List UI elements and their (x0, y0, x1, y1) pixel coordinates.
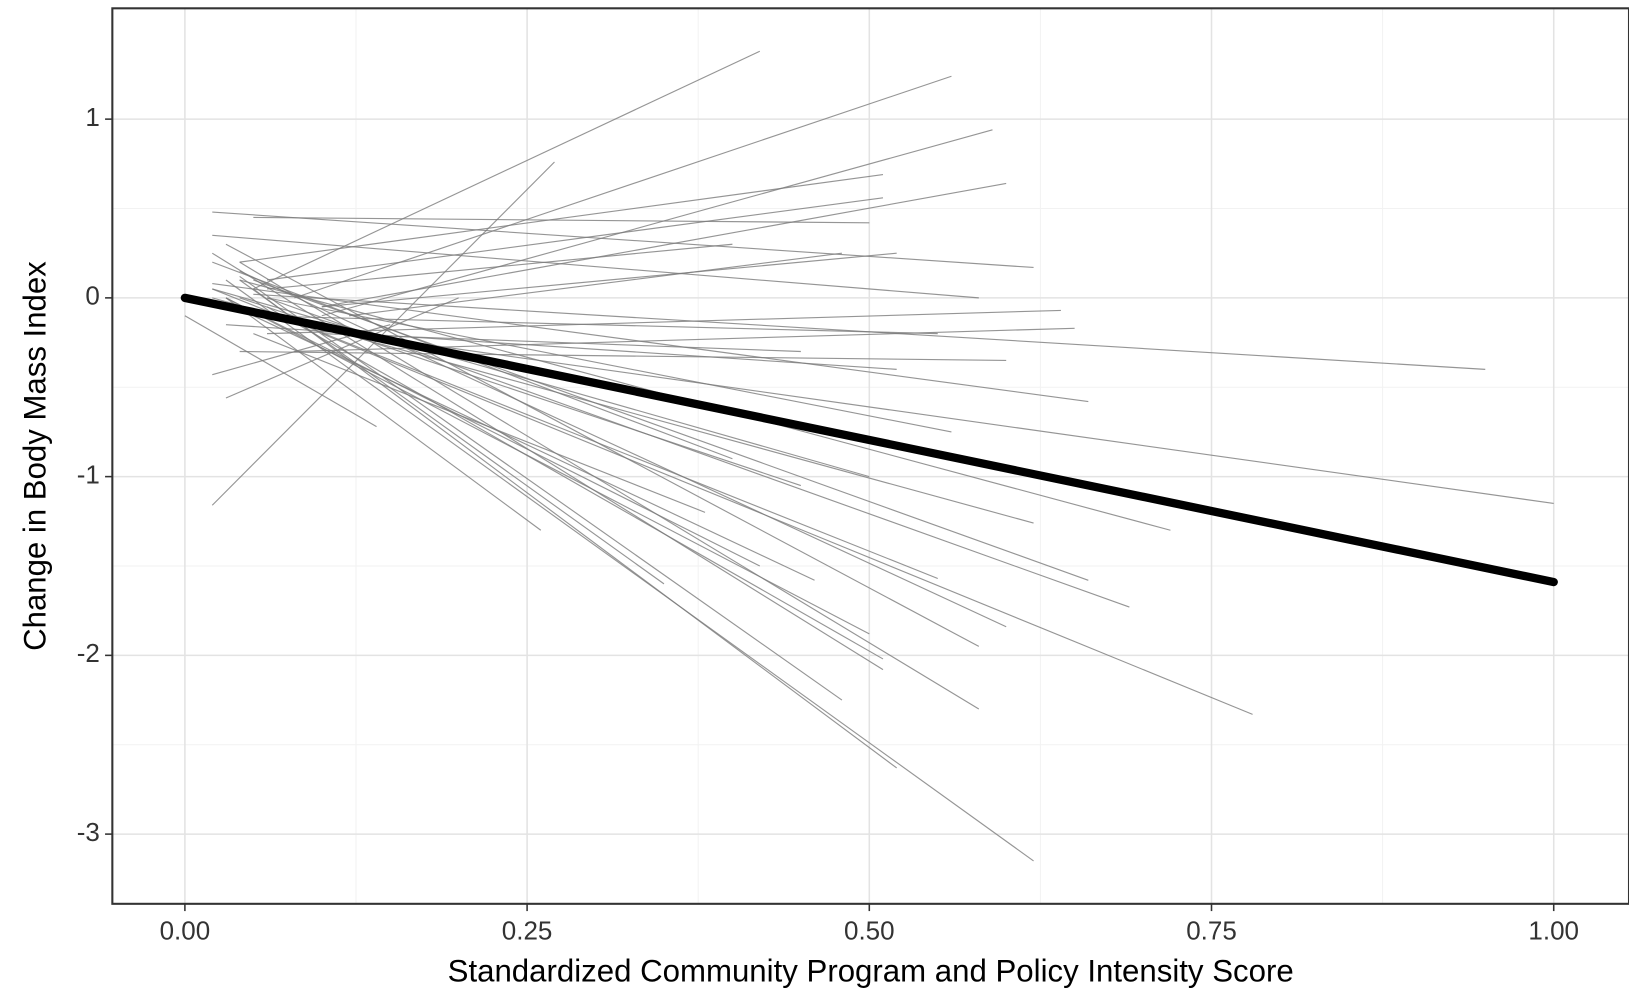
group-line (253, 333, 706, 513)
group-line (225, 297, 459, 399)
group-line (266, 243, 733, 290)
group-line (321, 252, 897, 308)
y-tick-label: 1 (85, 102, 99, 132)
group-line (239, 275, 843, 701)
panel-background (112, 8, 1629, 904)
group-line (294, 75, 952, 299)
x-tick-label: 0.25 (502, 916, 553, 946)
group-line (212, 288, 938, 580)
group-line (253, 315, 815, 581)
group-line (253, 315, 938, 335)
y-tick-label: -1 (77, 459, 100, 489)
plot-area (112, 8, 1629, 904)
y-axis-title: Change in Body Mass Index (18, 261, 53, 651)
group-line (321, 333, 801, 353)
group-line (266, 297, 952, 433)
x-axis-title: Standardized Community Program and Polic… (448, 954, 1294, 989)
x-tick-label: 1.00 (1528, 916, 1579, 946)
group-line (266, 306, 884, 660)
group-line (212, 288, 870, 478)
group-line (266, 297, 1130, 608)
group-line (321, 129, 993, 317)
x-tick-label: 0.50 (844, 916, 895, 946)
group-line (267, 309, 1061, 335)
trend-line (180, 293, 1558, 587)
group-line (349, 252, 842, 317)
group-line (212, 234, 979, 299)
group-line (349, 333, 1554, 504)
group-line (321, 333, 1253, 715)
group-line (225, 243, 980, 647)
group-line (321, 182, 1007, 308)
group-line (212, 211, 1034, 269)
group-line (225, 297, 542, 531)
group-line (253, 216, 870, 224)
group-line (225, 297, 761, 567)
group-line (225, 279, 1034, 862)
group-line (184, 315, 377, 428)
group-line (266, 197, 884, 281)
y-tick-label: 0 (85, 281, 99, 311)
group-line (239, 350, 1007, 362)
group-line (239, 173, 884, 263)
y-tick-label: -2 (77, 638, 100, 668)
y-tick-label: -3 (77, 817, 100, 847)
x-tick-label: 0.00 (160, 916, 211, 946)
x-tick-label: 0.75 (1186, 916, 1237, 946)
